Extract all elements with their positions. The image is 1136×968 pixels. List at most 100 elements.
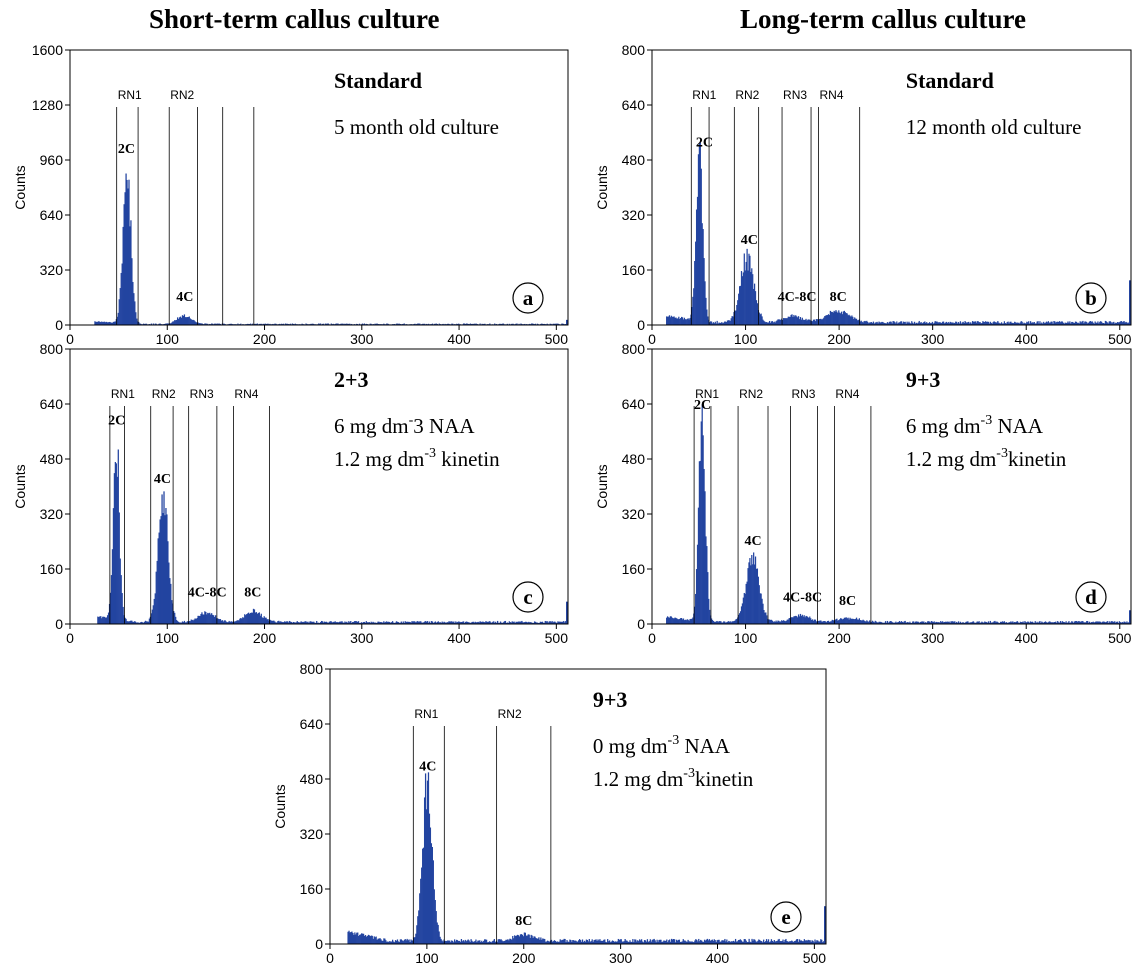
histogram-bar [247,613,249,624]
histogram-bar [287,622,290,624]
histogram-bar [1004,622,1006,624]
histogram-bar [390,622,392,624]
histogram-bar [231,323,233,325]
histogram-bar [366,935,369,944]
histogram-bar [799,940,802,944]
histogram-bar [1093,323,1095,325]
histogram-bar [1028,621,1030,624]
histogram-bar [355,323,358,325]
histogram-bar [745,940,747,944]
histogram-bar [1108,321,1110,325]
histogram-bar [1058,622,1061,624]
histogram-bar [666,939,668,944]
histogram-bar [563,323,565,325]
histogram-bar [818,620,820,624]
histogram-bar [651,939,653,944]
histogram-bar [751,938,753,944]
histogram-bar [1091,622,1093,624]
y-tick-label: 480 [622,451,646,467]
histogram-bar [689,619,691,624]
histogram-bar [199,323,201,325]
histogram-bar [707,316,709,325]
histogram-bar [830,621,832,624]
histogram-bar [683,940,685,944]
histogram-bar [795,615,797,624]
histogram-bar [208,613,210,624]
histogram-bar [809,940,811,944]
histogram-bar [322,323,325,325]
histogram-bar [385,940,387,944]
histogram-bar [926,622,928,624]
histogram-bar [819,318,821,325]
histogram-bar [652,939,654,944]
histogram-bar [433,323,436,325]
histogram-bar [1020,321,1022,325]
histogram-bar [787,941,789,944]
histogram-bar [758,939,760,944]
histogram-bar [206,614,208,624]
y-tick-label: 640 [622,396,646,412]
histogram-bar [481,940,483,944]
histogram-bar [499,621,502,624]
histogram-bar [503,621,506,624]
histogram-bar [448,940,450,944]
histogram-bar [145,323,148,325]
histogram-bar [335,323,337,325]
histogram-bar [725,322,728,325]
histogram-bar [1102,621,1105,624]
histogram-bar [816,319,818,325]
histogram-bar [606,942,608,944]
histogram-bar [1116,322,1118,325]
histogram-bar [852,618,854,624]
histogram-bar [1014,621,1016,624]
panel-letter: d [1085,585,1097,609]
histogram-bar [767,322,769,325]
histogram-bar [1040,323,1042,325]
histogram-bar [306,622,308,624]
histogram-bar [780,319,782,325]
histogram-bar [1113,321,1115,325]
histogram-bar [361,323,364,325]
histogram-bar [562,323,564,325]
histogram-bar [1037,622,1039,624]
histogram-bar [822,318,824,325]
histogram-bar [896,622,898,624]
histogram-bar [1061,621,1064,624]
histogram-bar [944,621,947,624]
histogram-bar [1051,622,1053,624]
histogram-bar [983,622,985,624]
histogram-bar [744,270,746,325]
histogram-bar [255,323,258,325]
histogram-bar [681,619,684,624]
histogram-bar [768,942,771,944]
histogram-bar [390,622,393,624]
histogram-bar [580,941,583,944]
histogram-bar [344,621,346,624]
histogram-bar [505,622,508,624]
peak-label: 4C [176,290,193,305]
histogram-bar [1064,322,1066,325]
histogram-bar [191,319,193,325]
histogram-bar [134,301,136,325]
histogram-bar [449,621,451,624]
histogram-bar [1026,321,1028,325]
histogram-bar [863,321,865,325]
histogram-bar [403,323,405,325]
histogram-bar [742,941,744,944]
histogram-bar [740,606,743,624]
histogram-bar [354,621,356,624]
histogram-bar [416,621,418,624]
histogram-bar [1099,321,1101,325]
histogram-bar [111,549,114,624]
histogram-bar [184,622,187,624]
y-tick-label: 0 [637,616,645,632]
histogram-bar [402,621,404,624]
histogram-bar [432,860,434,944]
histogram-bar [750,565,752,624]
histogram-bar [361,933,363,944]
histogram-bar [983,321,985,325]
histogram-bar [954,621,956,624]
histogram-bar [463,941,465,944]
histogram-bar [423,797,426,944]
